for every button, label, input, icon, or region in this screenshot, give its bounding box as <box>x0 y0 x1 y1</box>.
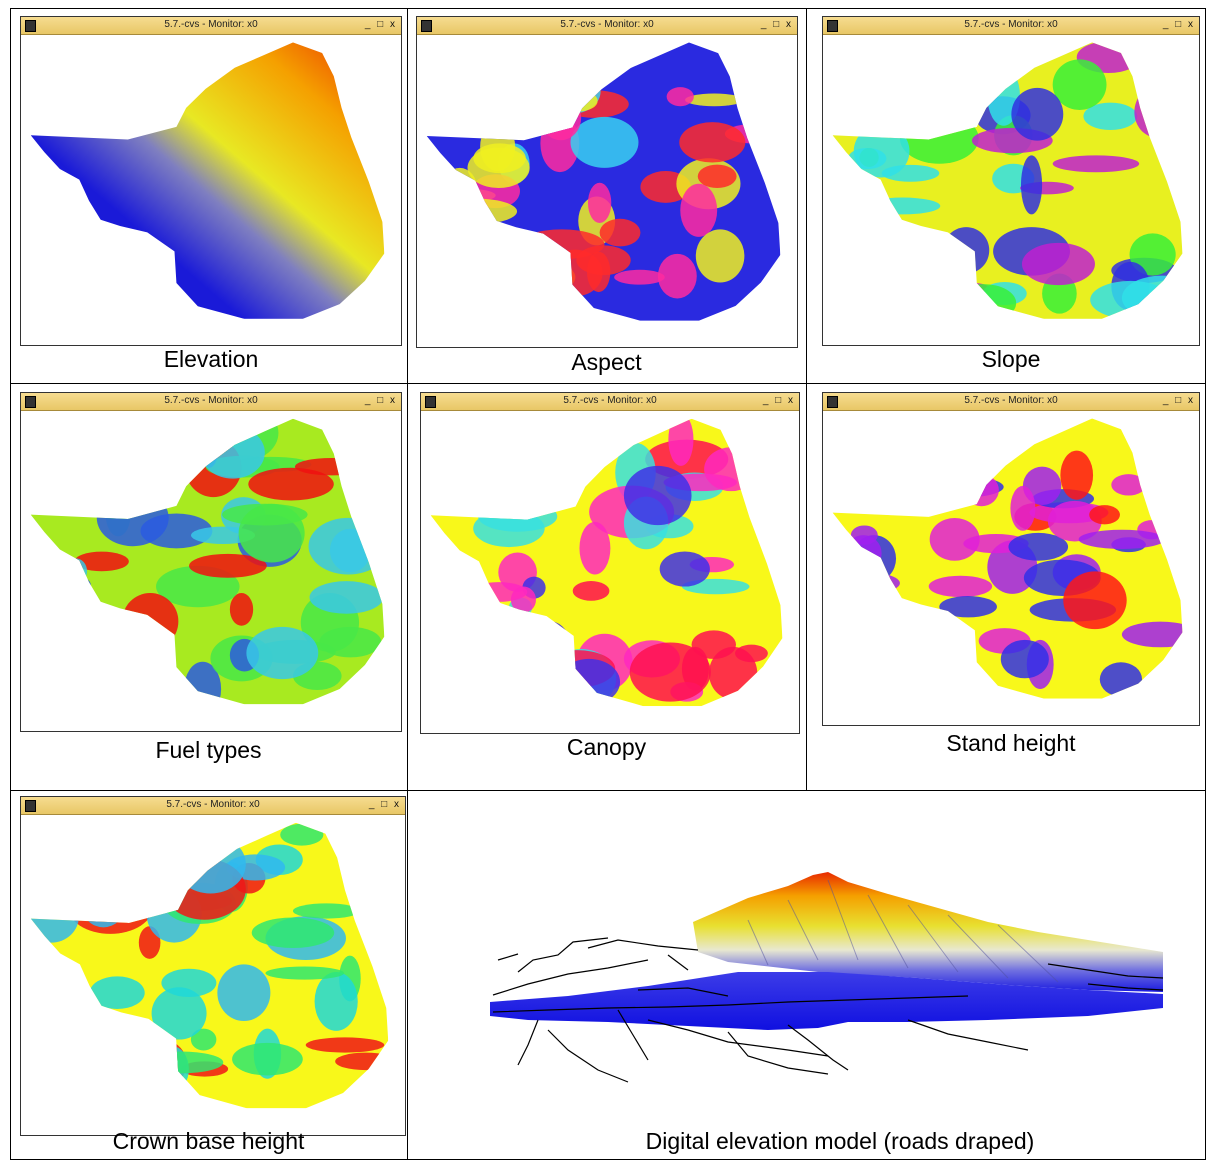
raster-map <box>30 418 385 705</box>
raster-map <box>30 822 389 1109</box>
monitor-window: 5.7.-cvs - Monitor: x0 _ □ x <box>822 392 1200 726</box>
window-menu-icon[interactable] <box>421 20 432 32</box>
divider <box>10 383 1206 384</box>
window-titlebar[interactable]: 5.7.-cvs - Monitor: x0 _ □ x <box>21 393 401 411</box>
window-title: 5.7.-cvs - Monitor: x0 <box>964 19 1058 30</box>
window-controls[interactable]: _ □ x <box>1162 395 1195 406</box>
caption-dem: Digital elevation model (roads draped) <box>645 1128 1035 1154</box>
window-menu-icon[interactable] <box>827 20 838 32</box>
figure-table <box>10 8 1206 1160</box>
raster-map <box>832 42 1183 319</box>
monitor-window: 5.7.-cvs - Monitor: x0 _ □ x <box>420 392 800 734</box>
divider <box>806 8 807 790</box>
window-menu-icon[interactable] <box>425 396 436 408</box>
window-controls[interactable]: _ □ x <box>368 799 401 810</box>
window-titlebar[interactable]: 5.7.-cvs - Monitor: x0 _ □ x <box>823 17 1199 35</box>
monitor-window: 5.7.-cvs - Monitor: x0 _ □ x <box>416 16 798 348</box>
monitor-window: 5.7.-cvs - Monitor: x0 _ □ x <box>20 16 402 346</box>
window-controls[interactable]: _ □ x <box>364 395 397 406</box>
monitor-window: 5.7.-cvs - Monitor: x0 _ □ x <box>822 16 1200 346</box>
window-titlebar[interactable]: 5.7.-cvs - Monitor: x0 _ □ x <box>21 17 401 35</box>
window-title: 5.7.-cvs - Monitor: x0 <box>166 799 260 810</box>
window-menu-icon[interactable] <box>25 20 36 32</box>
raster-map <box>832 418 1183 699</box>
window-menu-icon[interactable] <box>25 396 36 408</box>
window-title: 5.7.-cvs - Monitor: x0 <box>164 395 258 406</box>
divider <box>407 8 408 1160</box>
window-title: 5.7.-cvs - Monitor: x0 <box>560 19 654 30</box>
window-titlebar[interactable]: 5.7.-cvs - Monitor: x0 _ □ x <box>823 393 1199 411</box>
window-titlebar[interactable]: 5.7.-cvs - Monitor: x0 _ □ x <box>417 17 797 35</box>
window-titlebar[interactable]: 5.7.-cvs - Monitor: x0 _ □ x <box>421 393 799 411</box>
panel-caption: Crown base height <box>112 1128 305 1154</box>
monitor-window: 5.7.-cvs - Monitor: x0 _ □ x <box>20 796 406 1136</box>
window-title: 5.7.-cvs - Monitor: x0 <box>964 395 1058 406</box>
panel-caption: Stand height <box>946 730 1076 756</box>
window-menu-icon[interactable] <box>827 396 838 408</box>
panel-caption: Elevation <box>163 346 259 372</box>
raster-map <box>430 418 783 707</box>
window-controls[interactable]: _ □ x <box>1162 19 1195 30</box>
window-titlebar[interactable]: 5.7.-cvs - Monitor: x0 _ □ x <box>21 797 405 815</box>
raster-map <box>426 42 781 321</box>
window-menu-icon[interactable] <box>25 800 36 812</box>
window-title: 5.7.-cvs - Monitor: x0 <box>164 19 258 30</box>
dem-3d-view <box>490 872 1164 1083</box>
panel-caption: Slope <box>981 346 1041 372</box>
monitor-window: 5.7.-cvs - Monitor: x0 _ □ x <box>20 392 402 732</box>
window-title: 5.7.-cvs - Monitor: x0 <box>563 395 657 406</box>
raster-map <box>30 42 385 319</box>
panel-caption: Canopy <box>566 734 647 760</box>
window-controls[interactable]: _ □ x <box>760 19 793 30</box>
panel-caption: Fuel types <box>155 737 262 763</box>
window-controls[interactable]: _ □ x <box>364 19 397 30</box>
divider <box>10 790 1206 791</box>
window-controls[interactable]: _ □ x <box>762 395 795 406</box>
panel-caption: Aspect <box>571 349 642 375</box>
